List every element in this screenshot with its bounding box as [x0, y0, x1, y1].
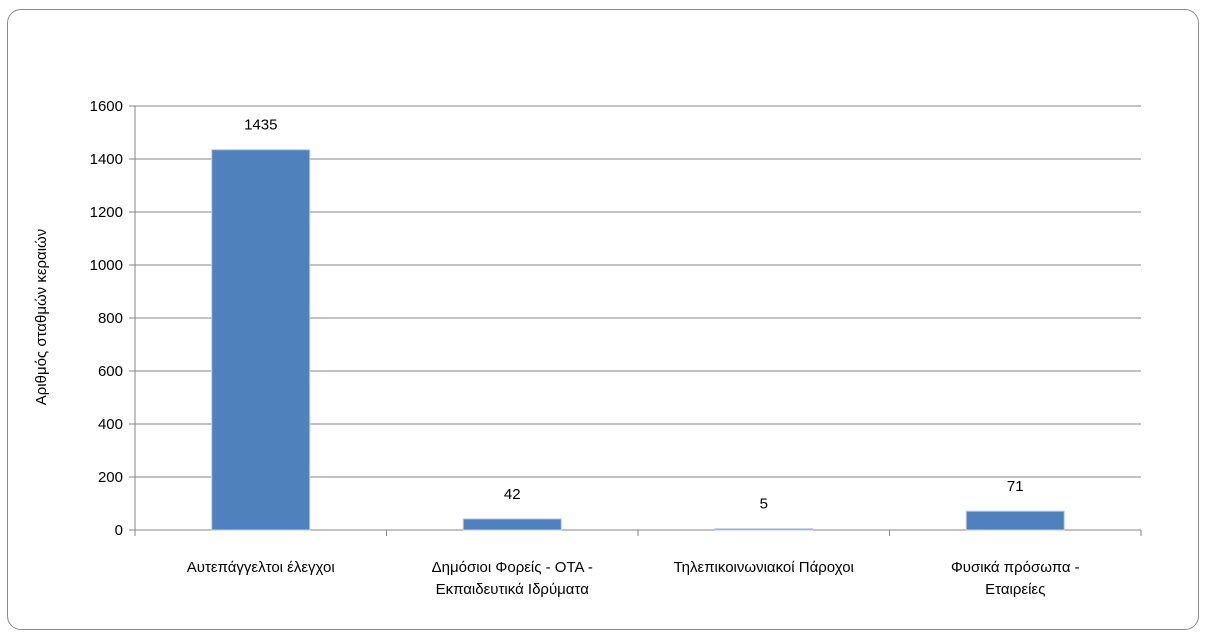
y-tick-label: 1600 — [90, 98, 123, 115]
x-category-label-line: Φυσικά πρόσωπα - — [951, 559, 1080, 576]
y-tick-label: 1200 — [90, 204, 123, 221]
x-category-label-line: Εταιρείες — [985, 581, 1045, 598]
x-category-label: Δημόσιοι Φορείς - ΟΤΑ - Εκπαιδευτικά Ιδρύ… — [432, 559, 593, 598]
data-label: 5 — [760, 496, 768, 513]
bars — [211, 149, 1065, 531]
y-tick-label: 800 — [98, 310, 123, 327]
y-tick-label: 1400 — [90, 151, 123, 168]
x-category-label: Αυτεπάγγελτοι έλεγχοι — [187, 559, 335, 576]
y-axis-title: Αριθμός σταθμών κεραιών — [33, 229, 50, 406]
x-category-label-line: Εκπαιδευτικά Ιδρύματα — [436, 581, 590, 598]
x-category-label-line: Δημόσιοι Φορείς - ΟΤΑ - — [432, 559, 593, 576]
y-tick-label: 600 — [98, 363, 123, 380]
x-category-label-line: Αυτεπάγγελτοι έλεγχοι — [187, 559, 335, 576]
bar — [714, 528, 814, 531]
labels: 0 200 400 600 800 1000 1200 1400 1600 1435 Αυτεπάγ… — [90, 98, 1080, 598]
data-label: 42 — [504, 486, 521, 503]
x-category-label: Φυσικά πρόσωπα - Εταιρείες — [951, 559, 1080, 598]
bar — [211, 149, 311, 531]
bar — [965, 510, 1065, 531]
data-label: 71 — [1007, 478, 1024, 495]
data-label: 1435 — [244, 117, 277, 134]
y-tick-label: 0 — [115, 522, 123, 539]
y-tick-label: 1000 — [90, 257, 123, 274]
x-category-label-line: Τηλεπικοινωνιακοί Πάροχοι — [674, 559, 854, 576]
bar — [462, 518, 562, 531]
y-tick-label: 200 — [98, 469, 123, 486]
x-category-label: Τηλεπικοινωνιακοί Πάροχοι — [674, 559, 854, 576]
y-tick-label: 400 — [98, 416, 123, 433]
